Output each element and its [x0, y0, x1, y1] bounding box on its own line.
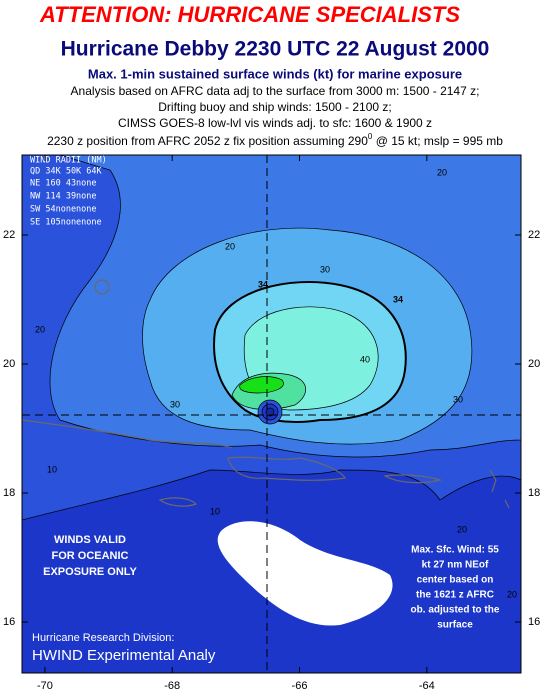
lon-tick-label: -64: [419, 680, 435, 692]
validity-note: WINDS VALID FOR OCEANIC EXPOSURE ONLY: [43, 534, 137, 578]
radii-line: NE 160 43none: [30, 179, 97, 189]
axes: -70 -68 -66 -64 16 16 18 18 20 20 22 22: [3, 155, 540, 692]
contour-labels: 20 30 34 34 40 30 30 20 20 10 10 20 20: [35, 167, 517, 599]
analysis-note: CIMSS GOES-8 low-lvl vis winds adj. to s…: [118, 116, 432, 130]
lat-tick-label: 18: [528, 487, 540, 499]
wind-band: [239, 376, 284, 394]
contour-label: 20: [457, 524, 467, 534]
analysis-note: Drifting buoy and ship winds: 1500 - 210…: [158, 100, 391, 114]
contour-label: 10: [210, 506, 220, 516]
credit: Hurricane Research Division:: [32, 632, 174, 644]
max-wind-note: Max. Sfc. Wind: 55 kt 27 nm NEof center …: [411, 545, 500, 631]
contour-label: 20: [35, 324, 45, 334]
calm-region: [217, 521, 393, 626]
contour-label: 30: [170, 399, 180, 409]
radii-line: NW 114 39none: [30, 192, 97, 202]
note-line: ob. adjusted to the: [411, 605, 500, 616]
contour-label: 20: [437, 167, 447, 177]
note-line: the 1621 z AFRC: [416, 590, 494, 601]
lon-tick-label: -66: [292, 680, 308, 692]
lat-tick-label: 22: [528, 229, 540, 241]
coastline: [227, 456, 346, 481]
note-line: WINDS VALID: [54, 534, 126, 546]
alert-title: ATTENTION: HURRICANE SPECIALISTS: [39, 2, 460, 27]
note-line: kt 27 nm NEof: [422, 560, 489, 571]
contour-label: 30: [453, 394, 463, 404]
position-degree: 0: [368, 132, 373, 141]
subtitle: Max. 1-min sustained surface winds (kt) …: [88, 66, 462, 81]
analysis-note: Analysis based on AFRC data adj to the s…: [71, 84, 480, 98]
position-text: @ 15 kt; mslp = 995 mb: [372, 134, 503, 148]
position-note: 2230 z position from AFRC 2052 z fix pos…: [47, 132, 503, 148]
coastline: [22, 419, 233, 449]
lat-tick-label: 16: [3, 616, 15, 628]
note-line: EXPOSURE ONLY: [43, 566, 137, 578]
lon-tick-label: -70: [37, 680, 53, 692]
lon-tick-label: -68: [164, 680, 180, 692]
coastline: [158, 497, 198, 507]
coastline: [94, 279, 110, 295]
radii-line: QD 34K 50K 64K: [30, 167, 103, 177]
lat-tick-label: 20: [528, 358, 540, 370]
contour-label: 40: [360, 354, 370, 364]
lat-tick-label: 16: [528, 616, 540, 628]
map-frame: [21, 154, 522, 674]
position-text: 2230 z position from AFRC 2052 z fix pos…: [47, 134, 368, 148]
contour-label: 20: [225, 241, 235, 251]
contour-label: 34: [258, 279, 268, 289]
contour-label: 20: [507, 589, 517, 599]
wind-radii: WIND RADII (NM) QD 34K 50K 64K NE 160 43…: [30, 156, 107, 228]
title: Hurricane Debby 2230 UTC 22 August 2000: [61, 38, 490, 61]
eye-contour: [265, 407, 275, 417]
lat-tick-label: 20: [3, 358, 15, 370]
coastline: [383, 474, 443, 484]
note-line: surface: [437, 620, 473, 631]
contour-label: 10: [47, 464, 57, 474]
contour-label: 30: [320, 264, 330, 274]
radii-line: SE 105nonenone: [30, 218, 102, 228]
radii-line: WIND RADII (NM): [30, 156, 107, 166]
wind-field: [22, 155, 521, 673]
note-line: center based on: [417, 575, 494, 586]
note-line: FOR OCEANIC: [52, 550, 129, 562]
lat-tick-label: 18: [3, 487, 15, 499]
note-line: Max. Sfc. Wind: 55: [411, 545, 499, 556]
coastline: [489, 469, 510, 509]
credit: HWIND Experimental Analy: [32, 647, 216, 664]
contour-label: 34: [393, 294, 403, 304]
radii-line: SW 54nonenone: [30, 205, 97, 215]
lat-tick-label: 22: [3, 229, 15, 241]
